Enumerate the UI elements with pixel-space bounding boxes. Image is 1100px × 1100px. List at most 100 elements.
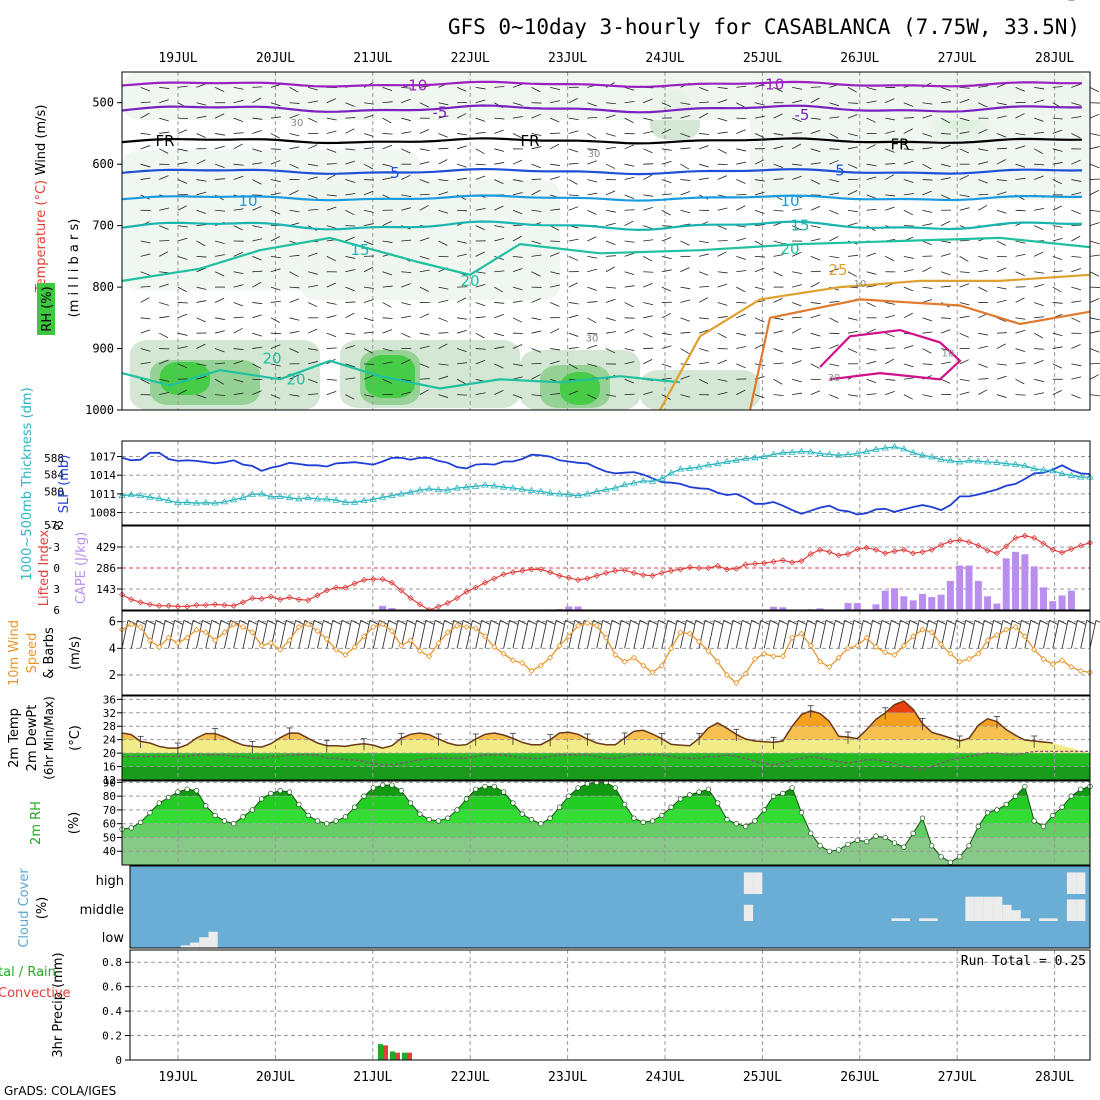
wind-barb <box>736 117 747 120</box>
wind-barb <box>1015 240 1026 244</box>
wind-barb <box>698 348 709 352</box>
thickness-point <box>1030 464 1038 472</box>
wind-barb <box>1015 348 1026 353</box>
wind-barb <box>885 130 896 134</box>
rh-point <box>919 815 926 821</box>
wind-barb <box>233 348 244 350</box>
wind-barb-10m <box>1005 620 1013 649</box>
wind-barb <box>643 359 653 365</box>
wind-barb <box>512 344 523 349</box>
wind-speed-point <box>928 629 935 636</box>
rh-point <box>994 807 1000 813</box>
wind-barb <box>568 206 579 211</box>
wind-barb <box>270 317 280 323</box>
wind-barb-flag <box>174 619 183 625</box>
wind-barb <box>959 117 970 122</box>
wind-barb-10m <box>707 620 715 649</box>
wind-barb-flag <box>546 619 556 625</box>
thickness-point <box>639 477 647 484</box>
wind-barb <box>214 378 224 385</box>
wind-barb <box>214 240 225 244</box>
wind-speed-point <box>295 623 302 631</box>
wind-barb <box>308 209 319 211</box>
cloud-bar-middle <box>891 918 901 921</box>
wind-barb <box>326 302 337 305</box>
wind-barb <box>643 332 653 338</box>
wind-barb <box>363 179 375 181</box>
wind-barb <box>568 390 579 396</box>
contour-15 <box>121 220 1083 232</box>
wind-barb <box>401 86 412 89</box>
thickness-point <box>918 451 927 458</box>
thickness-point <box>648 477 657 484</box>
wind-speed-point <box>956 658 963 665</box>
thickness-point <box>565 490 573 498</box>
lifted-index-point <box>351 580 358 587</box>
wind-barb <box>215 209 226 212</box>
ytick-label: 600 <box>92 157 114 171</box>
wind-barb <box>922 223 933 227</box>
wind-barb <box>1052 255 1063 261</box>
wind-speed-point <box>919 626 926 633</box>
wind-barb <box>1052 148 1063 152</box>
wind-barb <box>252 346 263 349</box>
wind-barb-flag <box>658 619 667 625</box>
wind-barb <box>829 332 840 335</box>
thickness-point <box>807 448 815 455</box>
cape-bar <box>779 607 787 610</box>
wind-barb <box>680 299 691 303</box>
wind-barb <box>717 251 727 257</box>
cape-bar <box>900 596 908 610</box>
wind-barb-flag <box>1012 619 1021 625</box>
wind-barb <box>140 271 151 276</box>
wind-barb <box>829 344 839 349</box>
rh-shading <box>560 372 600 405</box>
wind-barb <box>773 87 783 92</box>
wind-barb <box>903 209 913 216</box>
wind-barb <box>698 297 709 303</box>
wind-barb <box>159 391 170 396</box>
cloud-bar-middle <box>900 918 910 921</box>
wind-barb <box>847 209 858 213</box>
wind-speed-point <box>612 651 619 659</box>
wind-barb <box>363 375 374 380</box>
rh-point <box>342 814 349 820</box>
wind-speed-point <box>1068 663 1075 671</box>
wind-barb <box>1052 129 1063 134</box>
contour-label: 30 <box>828 373 841 384</box>
lifted-index-point <box>1031 534 1038 541</box>
li-tick: 6 <box>53 604 60 617</box>
wind-barb <box>624 240 635 243</box>
wind-barb <box>978 332 989 336</box>
lifted-index-point <box>863 544 870 551</box>
wind-barb <box>456 240 467 244</box>
li-tick: 0 <box>53 562 60 575</box>
wind-barb <box>885 163 896 165</box>
wind-barb <box>643 256 653 262</box>
wind-barb <box>847 163 858 169</box>
wind-barb <box>419 332 430 336</box>
wind-barb <box>810 314 821 319</box>
upper-ylabel-temp: Temperature (°C) <box>34 180 49 293</box>
wind-barb <box>308 86 318 91</box>
wind-barb <box>661 255 672 260</box>
wind-speed-point <box>137 623 144 631</box>
cape-bar <box>1002 558 1010 610</box>
wind-barb <box>736 346 747 349</box>
wind-barb <box>699 240 709 244</box>
wind-barb <box>494 363 504 369</box>
date-label-bottom: 24JUL <box>645 1070 684 1085</box>
wind-barb <box>1015 329 1026 334</box>
wind-barb <box>587 133 597 139</box>
thickness-point <box>853 449 862 456</box>
wind-speed-point <box>426 653 433 660</box>
wind-barb-flag <box>267 619 276 625</box>
wind-barb <box>810 282 820 288</box>
wind-barb <box>1071 235 1081 242</box>
cloud-bar-high <box>743 872 754 894</box>
wind-barb-10m <box>949 620 957 649</box>
thickness-point <box>537 487 545 494</box>
wind-barb <box>307 144 318 150</box>
